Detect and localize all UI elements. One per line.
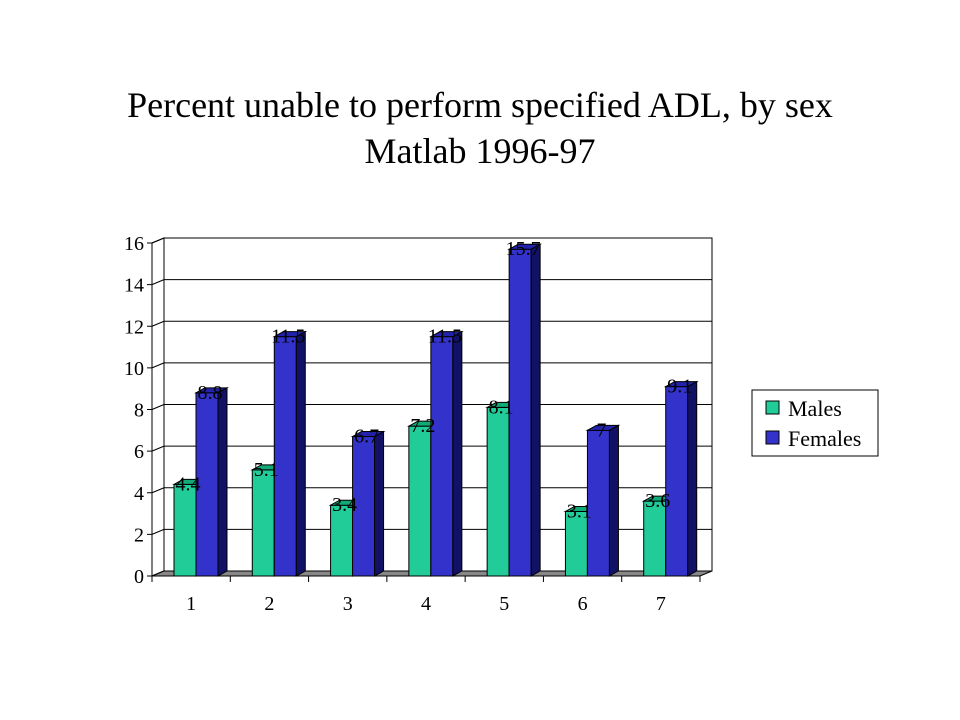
y-tick-label: 4 bbox=[134, 483, 144, 505]
x-tick-label: 2 bbox=[264, 593, 274, 615]
y-tick-label: 6 bbox=[134, 441, 144, 463]
legend: Males Females bbox=[751, 389, 879, 457]
gridline-depth bbox=[151, 320, 165, 327]
bars bbox=[172, 243, 699, 577]
x-tick-label: 1 bbox=[186, 593, 196, 615]
bar-females bbox=[272, 330, 308, 577]
bar-front bbox=[643, 500, 667, 577]
data-label: 4.4 bbox=[176, 473, 201, 495]
legend-label: Females bbox=[788, 426, 861, 451]
data-label: 3.6 bbox=[645, 490, 670, 512]
gridline-depth bbox=[151, 279, 165, 286]
data-label: 3.4 bbox=[332, 494, 357, 516]
bar-side bbox=[295, 330, 306, 577]
gridline-depth bbox=[151, 487, 165, 494]
bar-top bbox=[428, 331, 464, 338]
bar-side bbox=[687, 380, 698, 577]
x-axis: 1 2 3 4 5 6 7 bbox=[151, 575, 701, 615]
gridline-depth bbox=[151, 237, 165, 244]
x-tick-label: 3 bbox=[343, 593, 353, 615]
bar-side bbox=[452, 330, 463, 577]
bar-front bbox=[665, 386, 689, 577]
bar-top bbox=[272, 331, 308, 338]
bar-side bbox=[530, 243, 541, 577]
bar-top bbox=[194, 387, 229, 394]
legend-swatch bbox=[765, 430, 780, 445]
bar-females bbox=[428, 330, 464, 577]
data-label: 3.1 bbox=[567, 500, 592, 522]
bar-females bbox=[350, 430, 386, 577]
bar-front bbox=[173, 483, 197, 577]
bar-females bbox=[663, 380, 699, 577]
x-tick-label: 5 bbox=[499, 593, 509, 615]
bar-front bbox=[408, 425, 432, 577]
y-axis: 0 2 4 6 8 10 12 14 16 bbox=[124, 233, 153, 588]
bar-top bbox=[350, 431, 386, 438]
chart-title-line-2: Matlab 1996-97 bbox=[364, 131, 596, 171]
legend-label: Males bbox=[788, 396, 842, 421]
bar-side bbox=[608, 424, 619, 577]
bar-females bbox=[507, 243, 543, 577]
y-tick-label: 14 bbox=[124, 275, 144, 297]
x-tick-label: 7 bbox=[656, 593, 666, 615]
chart-title-line-1: Percent unable to perform specified ADL,… bbox=[127, 85, 833, 125]
data-labels: 4.4 8.8 5.1 11.5 3.4 6.7 7.2 11.5 8.1 15.7 3.1 7 3.6… bbox=[176, 238, 693, 522]
y-tick-label: 0 bbox=[134, 566, 144, 588]
bar-front bbox=[486, 406, 510, 577]
y-tick-label: 16 bbox=[124, 233, 144, 255]
y-tick-label: 2 bbox=[134, 524, 144, 546]
gridline-depth bbox=[151, 404, 165, 410]
data-label: 7 bbox=[596, 419, 606, 441]
bar-front bbox=[251, 469, 275, 577]
bar-females bbox=[194, 387, 229, 577]
y-tick-label: 10 bbox=[124, 358, 144, 380]
x-tick-label: 4 bbox=[421, 593, 431, 615]
bar-top bbox=[585, 424, 621, 431]
bar-top bbox=[663, 381, 699, 388]
bar-side bbox=[217, 387, 228, 577]
data-label: 9.1 bbox=[667, 376, 692, 398]
data-label: 11.5 bbox=[428, 326, 462, 348]
y-tick-label: 8 bbox=[134, 400, 144, 422]
data-label: 6.7 bbox=[354, 426, 379, 448]
y-tick-label: 12 bbox=[124, 316, 144, 338]
legend-swatch bbox=[765, 400, 780, 415]
gridline-depth bbox=[151, 445, 165, 452]
chart-title: Percent unable to perform specified ADL,… bbox=[0, 82, 960, 174]
bar-top bbox=[507, 243, 543, 250]
x-tick-label: 6 bbox=[578, 593, 588, 615]
data-label: 5.1 bbox=[254, 459, 279, 481]
bar-females bbox=[585, 424, 621, 577]
bar-front bbox=[273, 336, 297, 577]
data-label: 11.5 bbox=[271, 326, 305, 348]
data-label: 8.8 bbox=[198, 382, 223, 404]
gridline-depth bbox=[151, 362, 165, 369]
data-label: 7.2 bbox=[410, 415, 435, 437]
data-label: 8.1 bbox=[489, 396, 514, 418]
bar-side bbox=[374, 430, 385, 577]
bar-front bbox=[430, 336, 454, 577]
data-label: 15.7 bbox=[506, 238, 541, 260]
gridline-depth bbox=[151, 528, 165, 535]
